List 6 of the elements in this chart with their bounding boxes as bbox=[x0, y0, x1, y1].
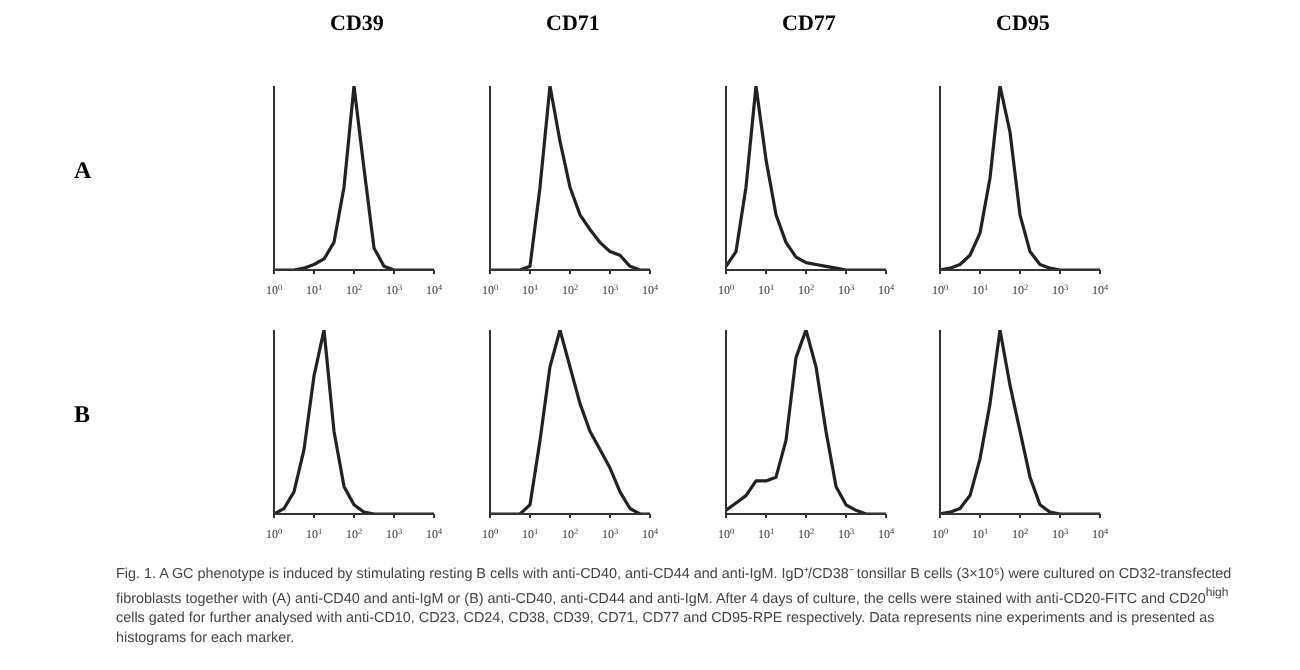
y-axis-title: A bbox=[74, 156, 92, 186]
chart-title: CD71 bbox=[544, 12, 602, 36]
chart-title: CD39 bbox=[328, 12, 386, 36]
chart-title: CD77 bbox=[780, 12, 838, 36]
y-axis-title: B bbox=[74, 400, 91, 430]
chart-title: CD95 bbox=[994, 12, 1052, 36]
